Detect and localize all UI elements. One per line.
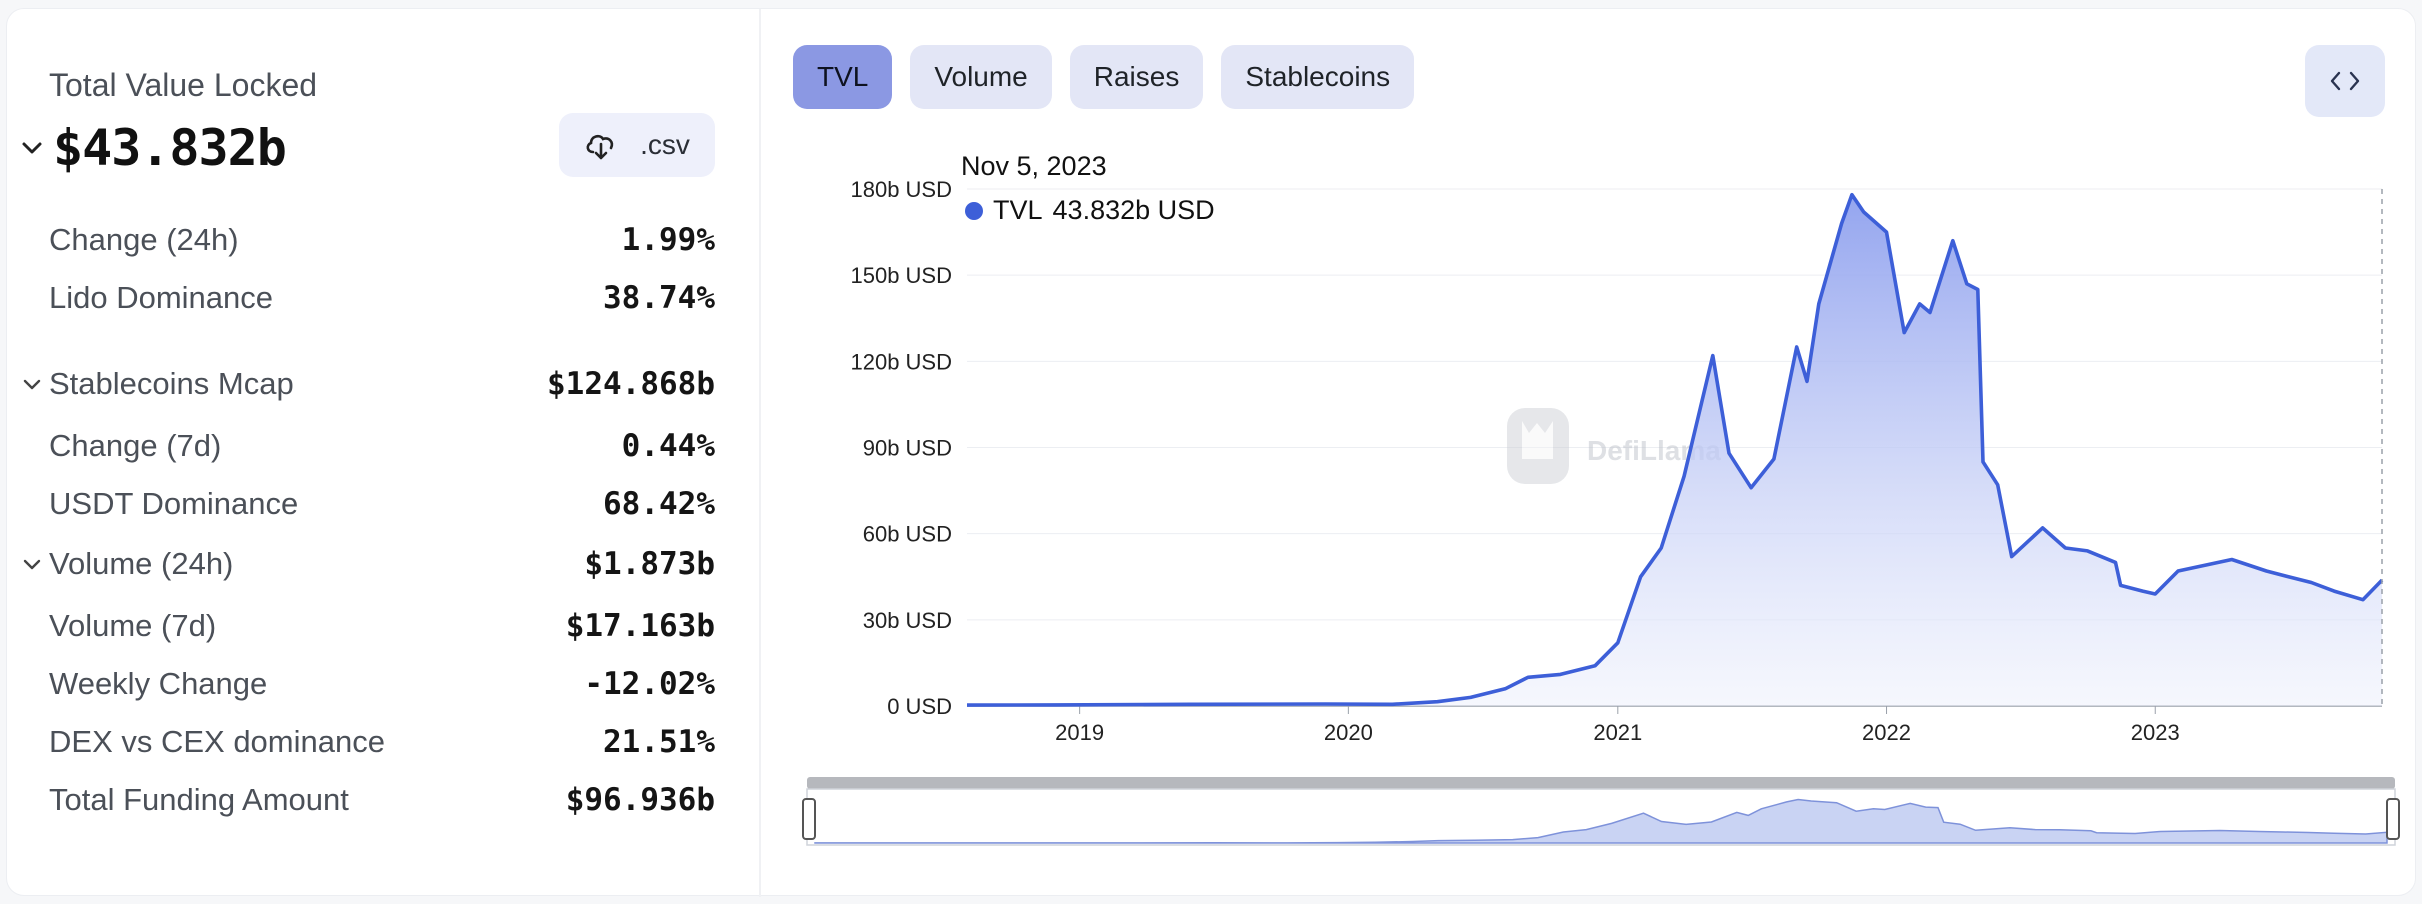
tooltip-value: 43.832b USD — [1052, 195, 1215, 225]
y-axis: 0 USD 30b USD 60b USD 90b USD 120b USD 150b U… — [850, 177, 952, 719]
y-tick-label: 60b USD — [863, 522, 952, 547]
tvl-row[interactable]: $43.832b — [17, 119, 287, 177]
tab-volume[interactable]: Volume — [910, 45, 1052, 109]
stat-label: Volume (24h) — [49, 546, 234, 581]
tvl-label: Total Value Locked — [49, 67, 318, 103]
slider-bar[interactable] — [807, 777, 2395, 789]
stat-value: 1.99% — [621, 222, 715, 258]
chevron-down-icon[interactable] — [21, 553, 43, 575]
slider-left-handle[interactable] — [802, 798, 816, 840]
stat-label: Change (24h) — [49, 222, 239, 257]
x-tick-label: 2021 — [1593, 720, 1642, 745]
stat-label: USDT Dominance — [49, 486, 299, 521]
chevron-down-icon[interactable] — [21, 373, 43, 395]
x-axis: 2019 2020 2021 2022 2023 — [1055, 706, 2180, 745]
stat-value: $96.936b — [565, 782, 715, 818]
dashboard-card: Total Value Locked $43.832b .csv Change … — [6, 8, 2417, 897]
stat-label: Total Funding Amount — [49, 782, 349, 817]
stat-volume-7d: Volume (7d) $17.163b — [49, 603, 715, 649]
chevron-down-icon[interactable] — [17, 133, 47, 163]
stat-label: Change (7d) — [49, 428, 222, 463]
y-tick-label: 180b USD — [850, 177, 952, 202]
stats-panel: Total Value Locked $43.832b .csv Change … — [7, 9, 761, 897]
stat-label: Stablecoins Mcap — [49, 366, 294, 401]
stat-label: Volume (7d) — [49, 608, 217, 643]
tab-tvl[interactable]: TVL — [793, 45, 893, 109]
slider-right-handle[interactable] — [2386, 798, 2400, 840]
stat-label: DEX vs CEX dominance — [49, 724, 385, 759]
stat-value: $17.163b — [565, 608, 715, 644]
x-tick-label: 2019 — [1055, 720, 1104, 745]
tab-raises[interactable]: Raises — [1069, 45, 1204, 109]
x-tick-label: 2022 — [1862, 720, 1911, 745]
stat-total-funding: Total Funding Amount $96.936b — [49, 777, 715, 823]
cloud-download-icon — [586, 134, 614, 160]
tooltip-entry: TVL 43.832b USD — [965, 195, 1215, 226]
stat-dex-vs-cex: DEX vs CEX dominance 21.51% — [49, 719, 715, 765]
tvl-chart[interactable]: 0 USD 30b USD 60b USD 90b USD 120b USD 150b U… — [7, 9, 2417, 897]
tooltip-series: TVL — [993, 195, 1043, 225]
stat-label: Lido Dominance — [49, 280, 274, 315]
tvl-value: $43.832b — [53, 119, 287, 177]
y-tick-label: 30b USD — [863, 608, 952, 633]
stat-value: $1.873b — [584, 546, 715, 582]
x-tick-label: 2023 — [2131, 720, 2180, 745]
stat-value: 0.44% — [621, 428, 715, 464]
y-tick-label: 120b USD — [850, 349, 952, 374]
stat-weekly-change: Weekly Change -12.02% — [49, 661, 715, 707]
y-tick-label: 90b USD — [863, 436, 952, 461]
y-tick-label: 0 USD — [887, 694, 952, 719]
tvl-area — [967, 194, 2382, 706]
stat-value: 21.51% — [603, 724, 715, 760]
stat-usdt-dominance: USDT Dominance 68.42% — [49, 481, 715, 527]
x-tick-label: 2020 — [1324, 720, 1373, 745]
tooltip-date: Nov 5, 2023 — [961, 151, 1107, 181]
series-dot-icon — [965, 201, 983, 220]
stat-change-7d: Change (7d) 0.44% — [49, 423, 715, 469]
tab-stablecoins[interactable]: Stablecoins — [1221, 45, 1415, 109]
stat-value: 68.42% — [603, 486, 715, 522]
code-icon — [2330, 71, 2360, 91]
csv-label: .csv — [640, 129, 690, 160]
range-slider[interactable] — [802, 777, 2400, 846]
stat-lido-dominance: Lido Dominance 38.74% — [49, 275, 715, 321]
stat-value: $124.868b — [547, 366, 715, 402]
stat-value: 38.74% — [603, 280, 715, 316]
stat-stablecoins-mcap[interactable]: Stablecoins Mcap $124.868b — [21, 361, 715, 407]
stat-change-24h: Change (24h) 1.99% — [49, 217, 715, 263]
stat-volume-24h[interactable]: Volume (24h) $1.873b — [21, 541, 715, 587]
y-tick-label: 150b USD — [850, 263, 952, 288]
stat-label: Weekly Change — [49, 666, 268, 701]
stat-value: -12.02% — [584, 666, 715, 702]
chart-tabs: TVL Volume Raises Stablecoins — [793, 45, 1415, 109]
tvl-line — [966, 192, 2384, 707]
csv-download-button[interactable]: .csv — [559, 113, 715, 177]
embed-code-button[interactable] — [2305, 45, 2385, 117]
slider-mini-area — [814, 798, 2388, 844]
